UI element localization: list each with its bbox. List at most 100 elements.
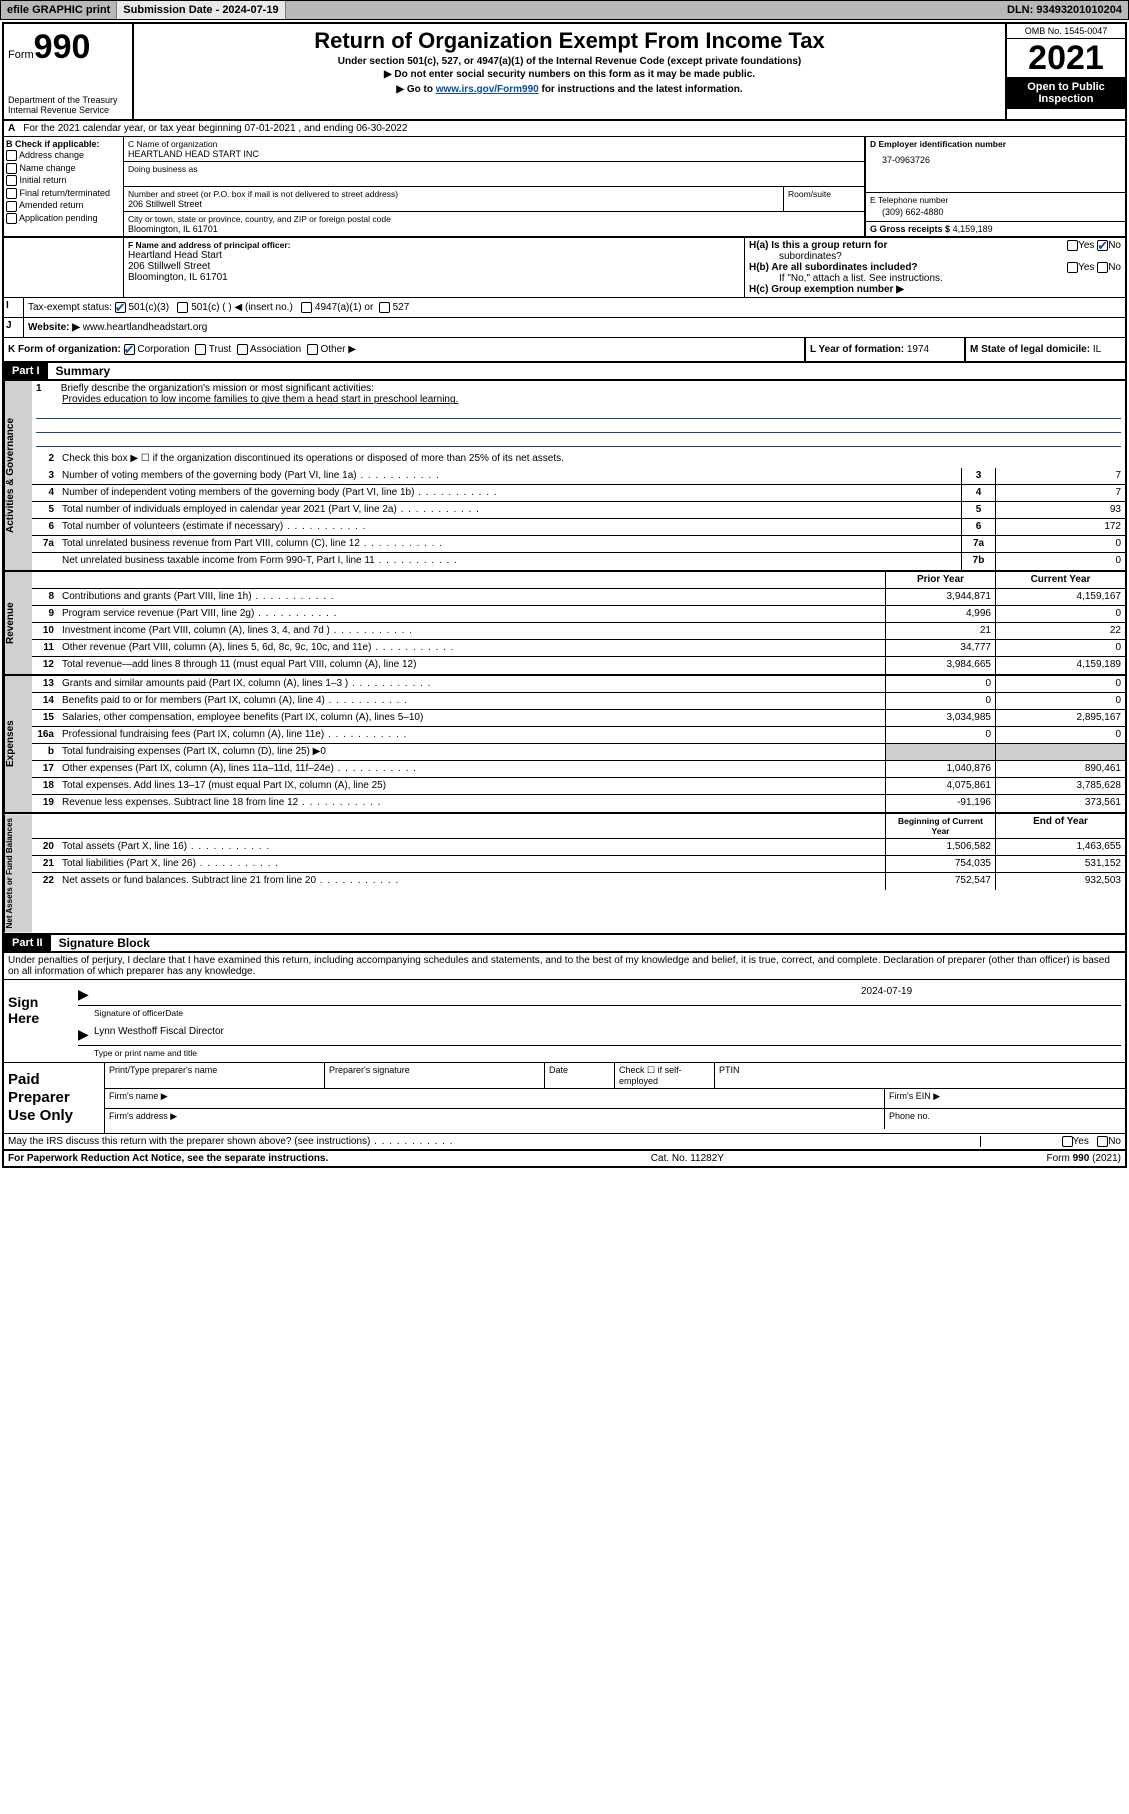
gross-receipts-label: G Gross receipts $ <box>870 224 950 234</box>
org-name: HEARTLAND HEAD START INC <box>128 149 860 159</box>
hb-no[interactable] <box>1097 262 1108 273</box>
open-inspection: Open to Public Inspection <box>1007 77 1125 109</box>
vtab-expenses: Expenses <box>4 676 32 812</box>
ein-value: 37-0963726 <box>870 149 1121 171</box>
firm-phone-label: Phone no. <box>885 1109 1125 1129</box>
col-begin-year: Beginning of Current Year <box>885 814 995 838</box>
form-id-block: Form990 Department of the Treasury Inter… <box>4 24 134 119</box>
prep-date-hdr: Date <box>545 1063 615 1088</box>
phone-label: E Telephone number <box>870 195 1121 205</box>
discuss-yes[interactable] <box>1062 1136 1073 1147</box>
prep-selfemp-hdr: Check ☐ if self-employed <box>615 1063 715 1088</box>
sign-here-block: Sign Here ▶ 2024-07-19 Signature of offi… <box>4 980 1125 1063</box>
form-title-block: Return of Organization Exempt From Incom… <box>134 24 1005 119</box>
prep-name-hdr: Print/Type preparer's name <box>105 1063 325 1088</box>
col-prior-year: Prior Year <box>885 572 995 588</box>
officer-name: Heartland Head Start <box>128 250 740 261</box>
prep-sig-hdr: Preparer's signature <box>325 1063 545 1088</box>
sig-date-label: Date <box>165 1008 425 1018</box>
cb-name-change[interactable]: Name change <box>6 162 121 175</box>
treasury-dept: Department of the Treasury Internal Reve… <box>8 95 128 115</box>
cb-other[interactable] <box>307 344 318 355</box>
ha-no[interactable] <box>1097 240 1108 251</box>
vtab-governance: Activities & Governance <box>4 381 32 570</box>
arrow-icon: ▶ <box>78 1026 94 1043</box>
form-page: Form990 Department of the Treasury Inter… <box>2 22 1127 1168</box>
ein-label: D Employer identification number <box>870 139 1121 149</box>
line7b-val: 0 <box>995 553 1125 570</box>
cb-final-return[interactable]: Final return/terminated <box>6 187 121 200</box>
dba-value <box>128 174 860 184</box>
form-year-block: OMB No. 1545-0047 2021 Open to Public In… <box>1005 24 1125 119</box>
col-b-checkboxes: B Check if applicable: Address change Na… <box>4 137 124 236</box>
line7a-val: 0 <box>995 536 1125 552</box>
summary-revenue: Revenue Prior YearCurrent Year 8Contribu… <box>4 572 1125 676</box>
form-subtitle-2: ▶ Do not enter social security numbers o… <box>140 69 999 80</box>
vtab-revenue: Revenue <box>4 572 32 674</box>
summary-governance: Activities & Governance 1 Briefly descri… <box>4 381 1125 572</box>
form-number: 990 <box>34 28 91 66</box>
row-j: J Website: ▶ www.heartlandheadstart.org <box>4 318 1125 338</box>
submission-date: Submission Date - 2024-07-19 <box>117 1 285 19</box>
dba-label: Doing business as <box>128 164 860 174</box>
paid-preparer-block: Paid Preparer Use Only Print/Type prepar… <box>4 1063 1125 1134</box>
col-current-year: Current Year <box>995 572 1125 588</box>
cb-address-change[interactable]: Address change <box>6 149 121 162</box>
phone-value: (309) 662-4880 <box>870 205 1121 219</box>
officer-city: Bloomington, IL 61701 <box>128 272 740 283</box>
hc-label: H(c) Group exemption number ▶ <box>749 284 904 295</box>
part2-header: Part II Signature Block <box>4 935 1125 953</box>
hb-yes[interactable] <box>1067 262 1078 273</box>
row-a-taxyear: A For the 2021 calendar year, or tax yea… <box>4 121 1125 137</box>
prep-ptin-hdr: PTIN <box>715 1063 1125 1088</box>
cb-amended-return[interactable]: Amended return <box>6 199 121 212</box>
cb-501c[interactable] <box>177 302 188 313</box>
cb-4947[interactable] <box>301 302 312 313</box>
officer-printed-name: Lynn Westhoff Fiscal Director <box>94 1026 1121 1043</box>
firm-name-label: Firm's name ▶ <box>105 1089 885 1108</box>
irs-link[interactable]: www.irs.gov/Form990 <box>436 84 539 95</box>
block-b-to-m: B Check if applicable: Address change Na… <box>4 137 1125 238</box>
cb-trust[interactable] <box>195 344 206 355</box>
cb-assoc[interactable] <box>237 344 248 355</box>
website-value: www.heartlandheadstart.org <box>83 322 208 333</box>
arrow-icon: ▶ <box>78 986 94 1003</box>
page-footer: For Paperwork Reduction Act Notice, see … <box>4 1151 1125 1166</box>
col-d-e-g: D Employer identification number 37-0963… <box>865 137 1125 236</box>
summary-expenses: Expenses 13Grants and similar amounts pa… <box>4 676 1125 814</box>
addr-label: Number and street (or P.O. box if mail i… <box>128 189 779 199</box>
cb-application-pending[interactable]: Application pending <box>6 212 121 225</box>
line4-val: 7 <box>995 485 1125 501</box>
row-i: I Tax-exempt status: 501(c)(3) 501(c) ( … <box>4 298 1125 318</box>
sig-date-value: 2024-07-19 <box>861 986 1121 1003</box>
discuss-row: May the IRS discuss this return with the… <box>4 1134 1125 1151</box>
col-c-org-info: C Name of organization HEARTLAND HEAD ST… <box>124 137 1125 236</box>
ha-yes[interactable] <box>1067 240 1078 251</box>
top-control-bar: efile GRAPHIC print Submission Date - 20… <box>0 0 1129 20</box>
row-k-l-m: K Form of organization: Corporation Trus… <box>4 338 1125 363</box>
cb-corp[interactable] <box>124 344 135 355</box>
sig-officer-label: Signature of officer <box>94 1008 165 1018</box>
city-value: Bloomington, IL 61701 <box>128 224 860 234</box>
form-link-line: ▶ Go to www.irs.gov/Form990 for instruct… <box>140 84 999 95</box>
summary-netassets: Net Assets or Fund Balances Beginning of… <box>4 814 1125 934</box>
form-title: Return of Organization Exempt From Incom… <box>140 28 999 54</box>
c-name-label: C Name of organization <box>128 139 860 149</box>
cb-initial-return[interactable]: Initial return <box>6 174 121 187</box>
line3-val: 7 <box>995 468 1125 484</box>
discuss-no[interactable] <box>1097 1136 1108 1147</box>
city-label: City or town, state or province, country… <box>128 214 860 224</box>
state-domicile: IL <box>1093 344 1101 355</box>
firm-addr-label: Firm's address ▶ <box>105 1109 885 1129</box>
vtab-netassets: Net Assets or Fund Balances <box>4 814 32 932</box>
firm-ein-label: Firm's EIN ▶ <box>885 1089 1125 1108</box>
dln-label: DLN: 93493201010204 <box>1001 1 1128 19</box>
h-block: H(a) Is this a group return for subordin… <box>745 238 1125 297</box>
cb-501c3[interactable] <box>115 302 126 313</box>
form-subtitle-1: Under section 501(c), 527, or 4947(a)(1)… <box>140 56 999 67</box>
efile-label: efile GRAPHIC print <box>1 1 117 19</box>
form-word: Form <box>8 49 34 61</box>
officer-label: F Name and address of principal officer: <box>128 240 740 250</box>
cb-527[interactable] <box>379 302 390 313</box>
col-end-year: End of Year <box>995 814 1125 838</box>
